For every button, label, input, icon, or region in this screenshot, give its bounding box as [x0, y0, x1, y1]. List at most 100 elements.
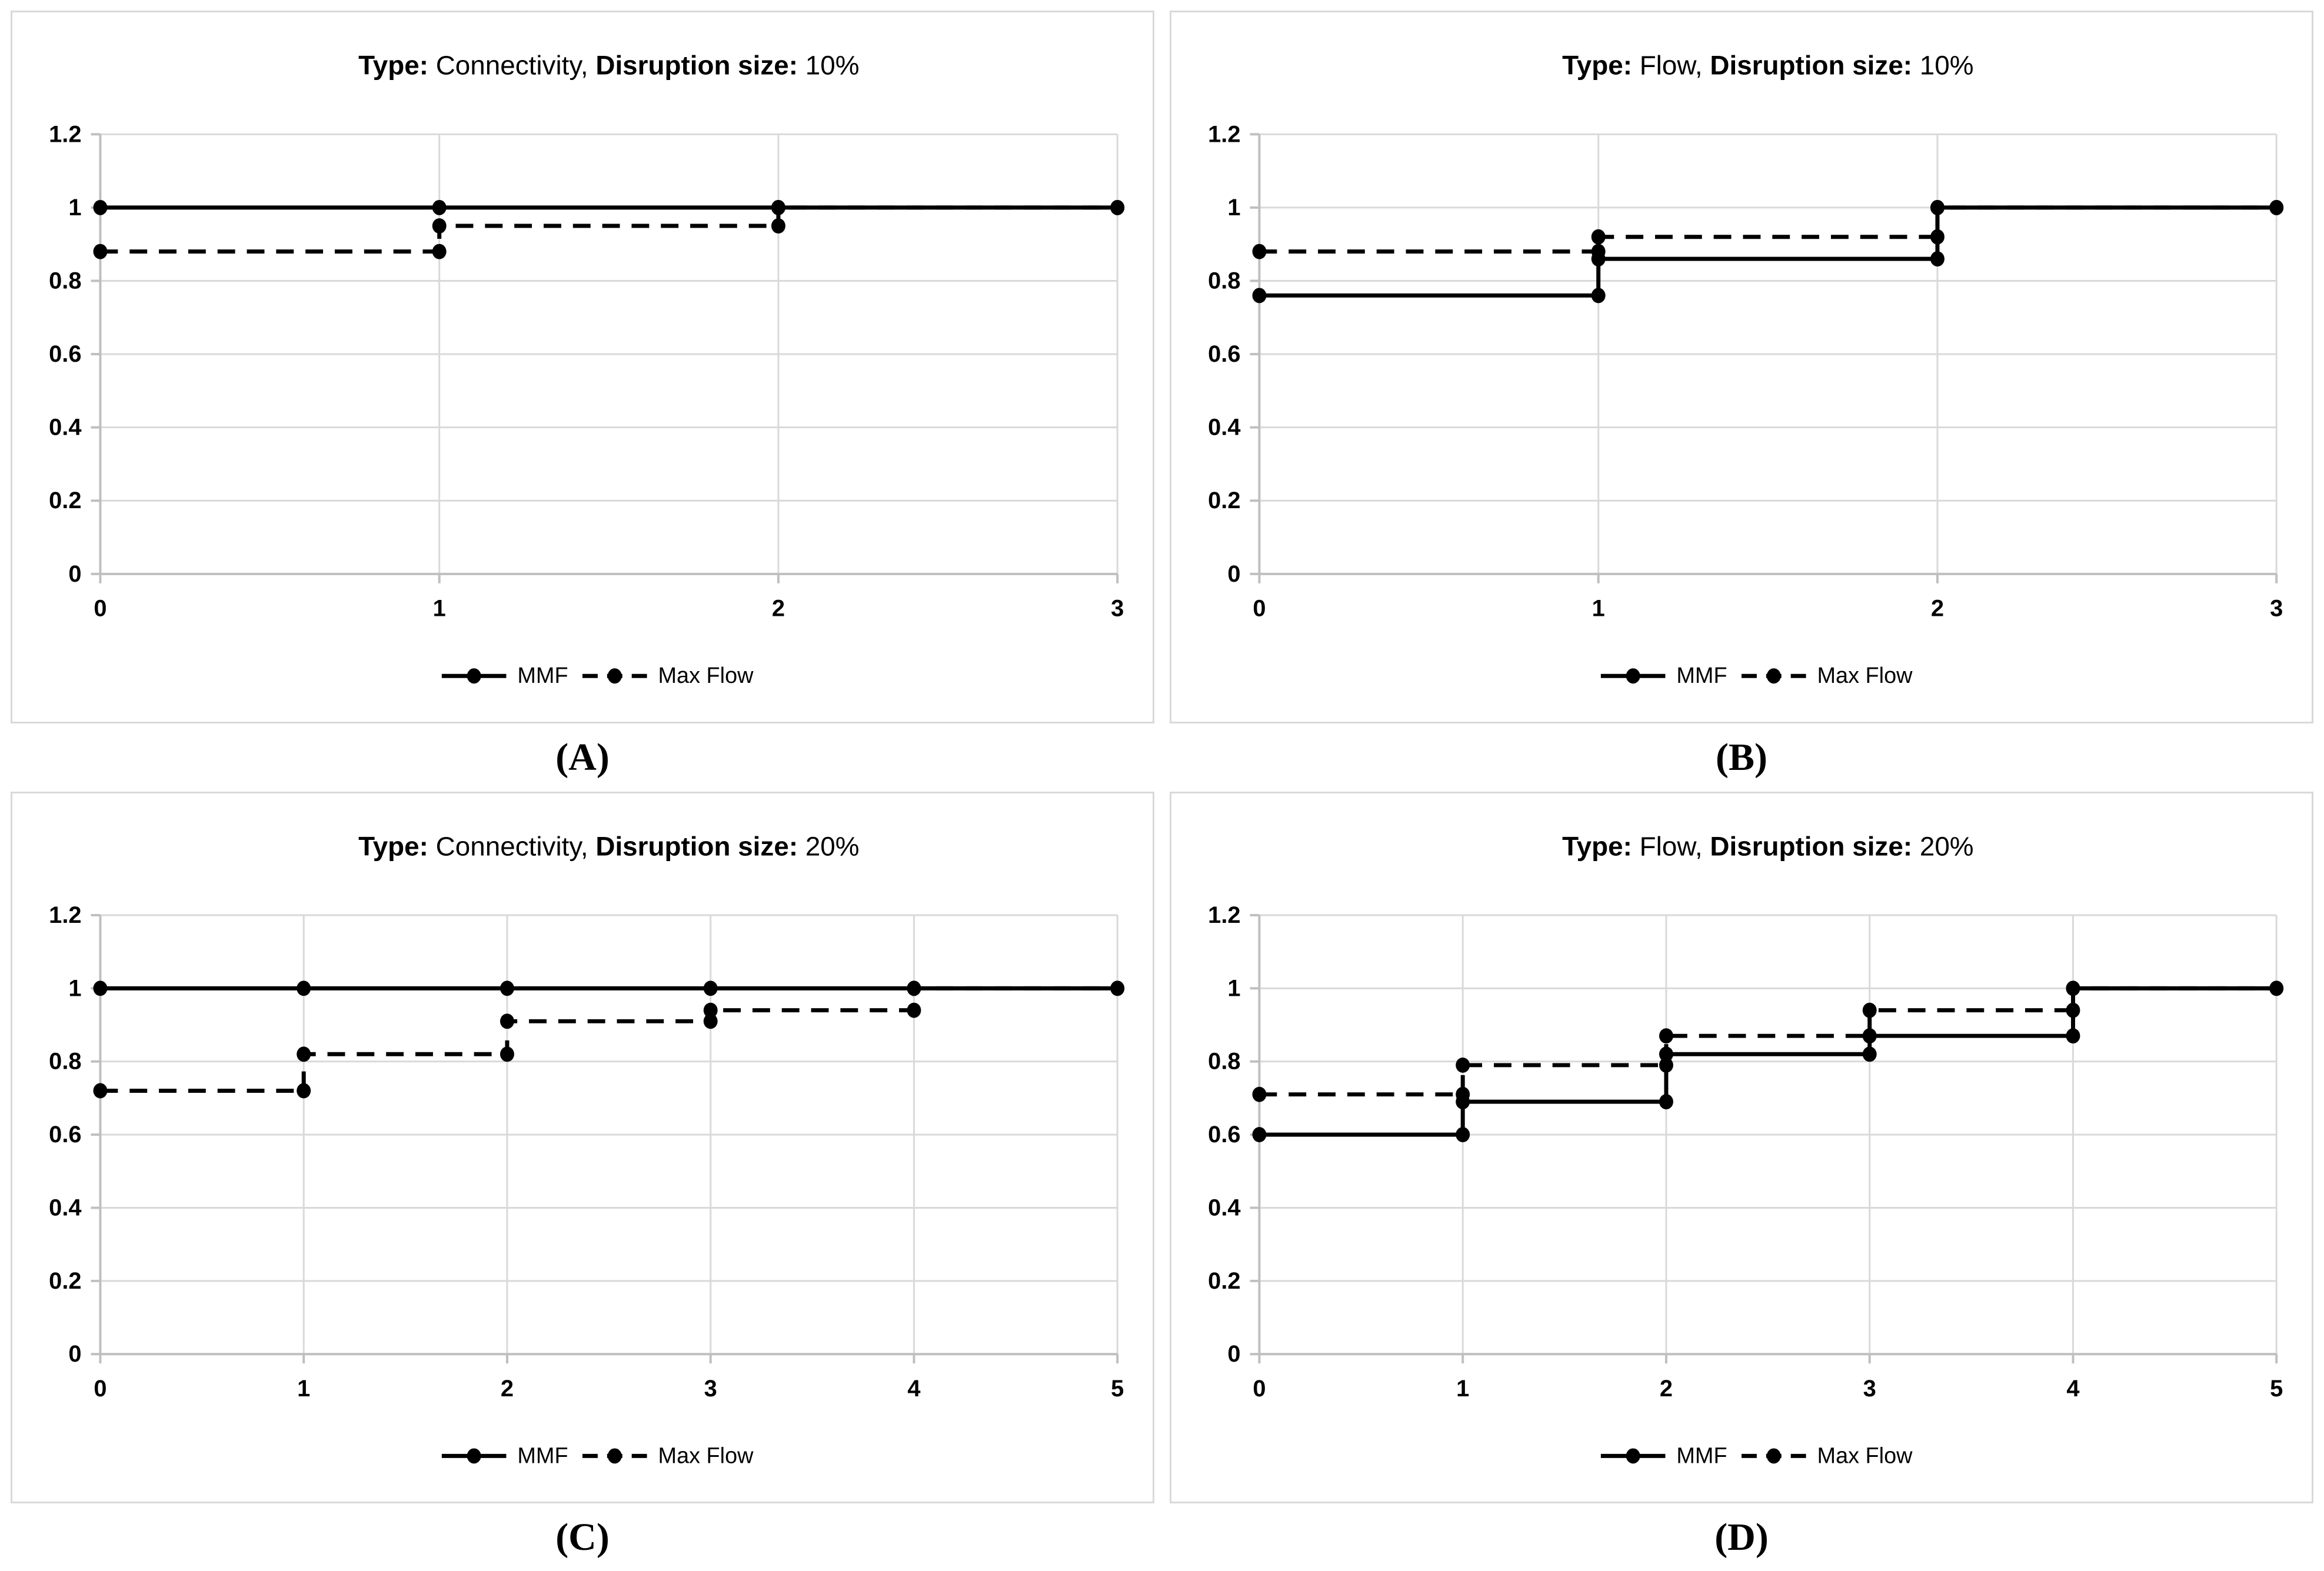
series-marker: [432, 199, 447, 215]
series-marker: [2066, 980, 2080, 996]
legend-label: Max Flow: [658, 663, 754, 688]
series-marker: [1252, 1086, 1267, 1102]
y-tick-label: 1.2: [49, 121, 81, 147]
chart-title: Type: Flow, Disruption size: 10%: [1562, 51, 1973, 81]
series-marker: [1862, 1002, 1877, 1018]
series-marker: [93, 980, 108, 996]
x-tick-label: 4: [907, 1376, 920, 1402]
legend-marker: [1626, 668, 1640, 684]
x-tick-label: 0: [94, 596, 106, 622]
legend-marker: [1766, 668, 1781, 684]
x-tick-label: 1: [297, 1376, 310, 1402]
legend-label: MMF: [517, 1443, 568, 1468]
series-marker: [703, 1013, 718, 1029]
series-marker: [2066, 1028, 2080, 1044]
legend-label: MMF: [1676, 1443, 1727, 1468]
series-marker: [1591, 229, 1606, 245]
x-tick-label: 1: [433, 596, 446, 622]
y-tick-label: 0.2: [1208, 1268, 1240, 1294]
x-tick-label: 0: [1253, 596, 1266, 622]
series-marker: [297, 1083, 311, 1099]
series-marker: [907, 980, 921, 996]
y-tick-label: 0.6: [1208, 341, 1240, 367]
chart-c: 0 0.2 0.4 0.6 0.8 1 1.2 0 1 2 3 4 5 MMF Max Flow Type: …: [49, 832, 1125, 1468]
series-marker: [1591, 251, 1606, 267]
series-marker: [1930, 199, 1945, 215]
series-marker: [93, 1083, 108, 1099]
legend-marker: [607, 1448, 622, 1464]
y-tick-label: 0: [68, 561, 81, 587]
series-marker: [1252, 1127, 1267, 1143]
series-marker: [2269, 199, 2284, 215]
series-marker: [1456, 1127, 1470, 1143]
y-tick-label: 0: [68, 1341, 81, 1367]
chart-d: 0 0.2 0.4 0.6 0.8 1 1.2 0 1 2 3 4 5 MMF Max Flow Type: …: [1208, 832, 2284, 1468]
series-marker: [432, 218, 447, 234]
series-marker: [703, 1002, 718, 1018]
series-marker: [1456, 1094, 1470, 1110]
x-tick-label: 0: [1253, 1376, 1266, 1402]
x-tick-label: 5: [2270, 1376, 2283, 1402]
series-marker: [432, 244, 447, 259]
y-tick-label: 1: [1227, 975, 1240, 1001]
series-line-max-flow: [100, 986, 1118, 1093]
x-tick-label: 2: [772, 596, 785, 622]
x-tick-label: 3: [704, 1376, 717, 1402]
series-marker: [1862, 1046, 1877, 1062]
legend-marker: [1626, 1448, 1640, 1464]
series-line-max-flow: [1259, 205, 2277, 254]
series-marker: [2269, 980, 2284, 996]
y-tick-label: 0.8: [49, 268, 81, 293]
chart-title: Type: Connectivity, Disruption size: 10%: [358, 51, 859, 81]
legend-marker: [1766, 1448, 1781, 1464]
x-tick-label: 3: [1111, 596, 1124, 622]
panel-label-c: (C): [555, 1515, 610, 1559]
y-tick-label: 1: [68, 195, 81, 221]
series-marker: [771, 218, 785, 234]
series-marker: [93, 244, 108, 259]
x-tick-label: 5: [1111, 1376, 1124, 1402]
series-marker: [500, 1013, 514, 1029]
legend-marker: [607, 668, 622, 684]
chart-a: 0 0.2 0.4 0.6 0.8 1 1.2 0 1 2 3 MMF Max Flow Type: Co…: [49, 51, 1125, 688]
series-marker: [1252, 288, 1267, 303]
x-tick-label: 2: [1931, 596, 1944, 622]
y-tick-label: 0.2: [1208, 488, 1240, 513]
y-tick-label: 0.6: [1208, 1122, 1240, 1148]
x-tick-label: 3: [1863, 1376, 1876, 1402]
series-marker: [1930, 251, 1945, 267]
panel-d: 0 0.2 0.4 0.6 0.8 1 1.2 0 1 2 3 4 5 MMF Max Flow Type: …: [1170, 792, 2313, 1503]
panel-label-d: (D): [1714, 1515, 1769, 1559]
chart-title: Type: Flow, Disruption size: 20%: [1562, 832, 1973, 862]
series-marker: [297, 1046, 311, 1062]
legend-label: Max Flow: [1817, 663, 1913, 688]
y-tick-label: 0.4: [49, 415, 81, 441]
y-tick-label: 0: [1227, 561, 1240, 587]
series-marker: [1110, 980, 1125, 996]
y-tick-label: 0.2: [49, 488, 81, 513]
x-tick-label: 3: [2270, 596, 2283, 622]
y-tick-label: 0.8: [1208, 268, 1240, 293]
series-marker: [1591, 288, 1606, 303]
series-marker: [1659, 1046, 1673, 1062]
panel-label-b: (B): [1716, 736, 1767, 779]
x-tick-label: 1: [1592, 596, 1605, 622]
series-marker: [500, 980, 514, 996]
legend-label: Max Flow: [1817, 1443, 1913, 1468]
series-marker: [703, 980, 718, 996]
legend-marker: [467, 1448, 481, 1464]
x-tick-label: 0: [94, 1376, 106, 1402]
series-marker: [297, 980, 311, 996]
y-tick-label: 1.2: [49, 902, 81, 928]
y-tick-label: 0.6: [49, 341, 81, 367]
y-tick-label: 1.2: [1208, 121, 1240, 147]
series-line-mmf: [1259, 986, 2277, 1137]
series-marker: [1456, 1058, 1470, 1073]
series-marker: [1110, 199, 1125, 215]
legend-label: Max Flow: [658, 1443, 754, 1468]
y-tick-label: 0.4: [1208, 1195, 1240, 1221]
panel-c: 0 0.2 0.4 0.6 0.8 1 1.2 0 1 2 3 4 5 MMF Max Flow Type: …: [11, 792, 1154, 1503]
series-line-max-flow: [100, 205, 1118, 254]
x-tick-label: 2: [501, 1376, 514, 1402]
